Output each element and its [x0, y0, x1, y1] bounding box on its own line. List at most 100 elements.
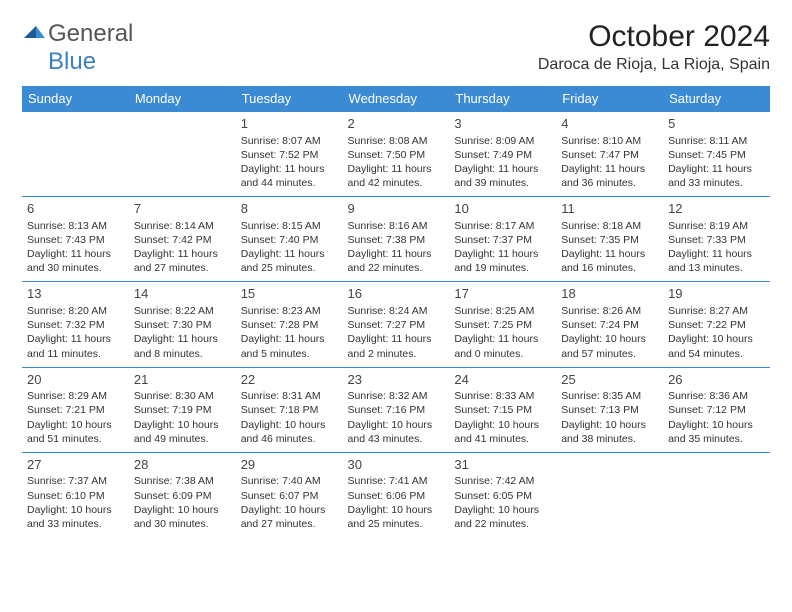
day-number: 9 [348, 200, 445, 218]
day-number: 25 [561, 371, 658, 389]
calendar-day-cell: 19Sunrise: 8:27 AMSunset: 7:22 PMDayligh… [663, 282, 770, 367]
day-number: 17 [454, 285, 551, 303]
day-header: Friday [556, 86, 663, 112]
daylight-line: Daylight: 11 hours and 27 minutes. [134, 247, 231, 275]
sunrise-line: Sunrise: 8:33 AM [454, 389, 551, 403]
sunset-line: Sunset: 6:09 PM [134, 489, 231, 503]
calendar-day-cell: 28Sunrise: 7:38 AMSunset: 6:09 PMDayligh… [129, 452, 236, 537]
day-number: 16 [348, 285, 445, 303]
day-number: 24 [454, 371, 551, 389]
sunset-line: Sunset: 6:06 PM [348, 489, 445, 503]
day-number: 3 [454, 115, 551, 133]
daylight-line: Daylight: 11 hours and 22 minutes. [348, 247, 445, 275]
daylight-line: Daylight: 10 hours and 22 minutes. [454, 503, 551, 531]
calendar-week-row: 20Sunrise: 8:29 AMSunset: 7:21 PMDayligh… [22, 367, 770, 452]
sunrise-line: Sunrise: 7:37 AM [27, 474, 124, 488]
sunrise-line: Sunrise: 8:23 AM [241, 304, 338, 318]
daylight-line: Daylight: 10 hours and 51 minutes. [27, 418, 124, 446]
daylight-line: Daylight: 11 hours and 0 minutes. [454, 332, 551, 360]
sunrise-line: Sunrise: 7:38 AM [134, 474, 231, 488]
sunset-line: Sunset: 7:25 PM [454, 318, 551, 332]
daylight-line: Daylight: 11 hours and 42 minutes. [348, 162, 445, 190]
sunset-line: Sunset: 7:45 PM [668, 148, 765, 162]
sunrise-line: Sunrise: 8:35 AM [561, 389, 658, 403]
sunset-line: Sunset: 7:32 PM [27, 318, 124, 332]
sunset-line: Sunset: 7:40 PM [241, 233, 338, 247]
calendar-day-cell: 12Sunrise: 8:19 AMSunset: 7:33 PMDayligh… [663, 197, 770, 282]
calendar-day-cell: 1Sunrise: 8:07 AMSunset: 7:52 PMDaylight… [236, 112, 343, 197]
day-number: 15 [241, 285, 338, 303]
sunrise-line: Sunrise: 8:13 AM [27, 219, 124, 233]
logo-text-1: General [48, 20, 133, 47]
daylight-line: Daylight: 10 hours and 33 minutes. [27, 503, 124, 531]
day-number: 7 [134, 200, 231, 218]
sunset-line: Sunset: 7:30 PM [134, 318, 231, 332]
sunrise-line: Sunrise: 8:11 AM [668, 134, 765, 148]
sunset-line: Sunset: 7:16 PM [348, 403, 445, 417]
daylight-line: Daylight: 11 hours and 39 minutes. [454, 162, 551, 190]
daylight-line: Daylight: 10 hours and 35 minutes. [668, 418, 765, 446]
sunset-line: Sunset: 7:28 PM [241, 318, 338, 332]
calendar-day-cell: 11Sunrise: 8:18 AMSunset: 7:35 PMDayligh… [556, 197, 663, 282]
sunrise-line: Sunrise: 8:20 AM [27, 304, 124, 318]
daylight-line: Daylight: 10 hours and 27 minutes. [241, 503, 338, 531]
sunrise-line: Sunrise: 8:31 AM [241, 389, 338, 403]
day-number: 21 [134, 371, 231, 389]
sunrise-line: Sunrise: 7:42 AM [454, 474, 551, 488]
sunset-line: Sunset: 7:13 PM [561, 403, 658, 417]
calendar-empty-cell [129, 112, 236, 197]
calendar-day-cell: 23Sunrise: 8:32 AMSunset: 7:16 PMDayligh… [343, 367, 450, 452]
daylight-line: Daylight: 10 hours and 43 minutes. [348, 418, 445, 446]
calendar-day-cell: 7Sunrise: 8:14 AMSunset: 7:42 PMDaylight… [129, 197, 236, 282]
daylight-line: Daylight: 10 hours and 54 minutes. [668, 332, 765, 360]
calendar-day-cell: 4Sunrise: 8:10 AMSunset: 7:47 PMDaylight… [556, 112, 663, 197]
sunset-line: Sunset: 7:22 PM [668, 318, 765, 332]
sunset-line: Sunset: 7:15 PM [454, 403, 551, 417]
calendar-day-cell: 9Sunrise: 8:16 AMSunset: 7:38 PMDaylight… [343, 197, 450, 282]
day-number: 10 [454, 200, 551, 218]
calendar-day-cell: 31Sunrise: 7:42 AMSunset: 6:05 PMDayligh… [449, 452, 556, 537]
day-number: 29 [241, 456, 338, 474]
day-number: 19 [668, 285, 765, 303]
sunset-line: Sunset: 7:37 PM [454, 233, 551, 247]
daylight-line: Daylight: 11 hours and 30 minutes. [27, 247, 124, 275]
header: General Blue October 2024 Daroca de Rioj… [22, 20, 770, 76]
sunset-line: Sunset: 7:18 PM [241, 403, 338, 417]
calendar-day-cell: 8Sunrise: 8:15 AMSunset: 7:40 PMDaylight… [236, 197, 343, 282]
daylight-line: Daylight: 11 hours and 19 minutes. [454, 247, 551, 275]
daylight-line: Daylight: 10 hours and 46 minutes. [241, 418, 338, 446]
calendar-empty-cell [663, 452, 770, 537]
day-header: Sunday [22, 86, 129, 112]
day-number: 31 [454, 456, 551, 474]
sunset-line: Sunset: 7:50 PM [348, 148, 445, 162]
title-block: October 2024 Daroca de Rioja, La Rioja, … [538, 20, 770, 74]
sunrise-line: Sunrise: 8:17 AM [454, 219, 551, 233]
calendar-day-cell: 16Sunrise: 8:24 AMSunset: 7:27 PMDayligh… [343, 282, 450, 367]
day-number: 13 [27, 285, 124, 303]
day-number: 20 [27, 371, 124, 389]
sunrise-line: Sunrise: 8:08 AM [348, 134, 445, 148]
calendar-day-cell: 18Sunrise: 8:26 AMSunset: 7:24 PMDayligh… [556, 282, 663, 367]
daylight-line: Daylight: 11 hours and 11 minutes. [27, 332, 124, 360]
sunset-line: Sunset: 7:24 PM [561, 318, 658, 332]
calendar-day-cell: 5Sunrise: 8:11 AMSunset: 7:45 PMDaylight… [663, 112, 770, 197]
daylight-line: Daylight: 11 hours and 33 minutes. [668, 162, 765, 190]
day-number: 2 [348, 115, 445, 133]
day-number: 12 [668, 200, 765, 218]
sunrise-line: Sunrise: 8:36 AM [668, 389, 765, 403]
calendar-day-cell: 26Sunrise: 8:36 AMSunset: 7:12 PMDayligh… [663, 367, 770, 452]
daylight-line: Daylight: 11 hours and 2 minutes. [348, 332, 445, 360]
sunset-line: Sunset: 7:33 PM [668, 233, 765, 247]
location: Daroca de Rioja, La Rioja, Spain [538, 56, 770, 74]
day-number: 22 [241, 371, 338, 389]
sunrise-line: Sunrise: 8:22 AM [134, 304, 231, 318]
day-header: Monday [129, 86, 236, 112]
sunrise-line: Sunrise: 8:30 AM [134, 389, 231, 403]
calendar-day-cell: 3Sunrise: 8:09 AMSunset: 7:49 PMDaylight… [449, 112, 556, 197]
sunset-line: Sunset: 7:35 PM [561, 233, 658, 247]
day-header: Wednesday [343, 86, 450, 112]
calendar-week-row: 6Sunrise: 8:13 AMSunset: 7:43 PMDaylight… [22, 197, 770, 282]
sunrise-line: Sunrise: 8:09 AM [454, 134, 551, 148]
logo: General Blue [22, 20, 133, 76]
calendar-day-cell: 10Sunrise: 8:17 AMSunset: 7:37 PMDayligh… [449, 197, 556, 282]
